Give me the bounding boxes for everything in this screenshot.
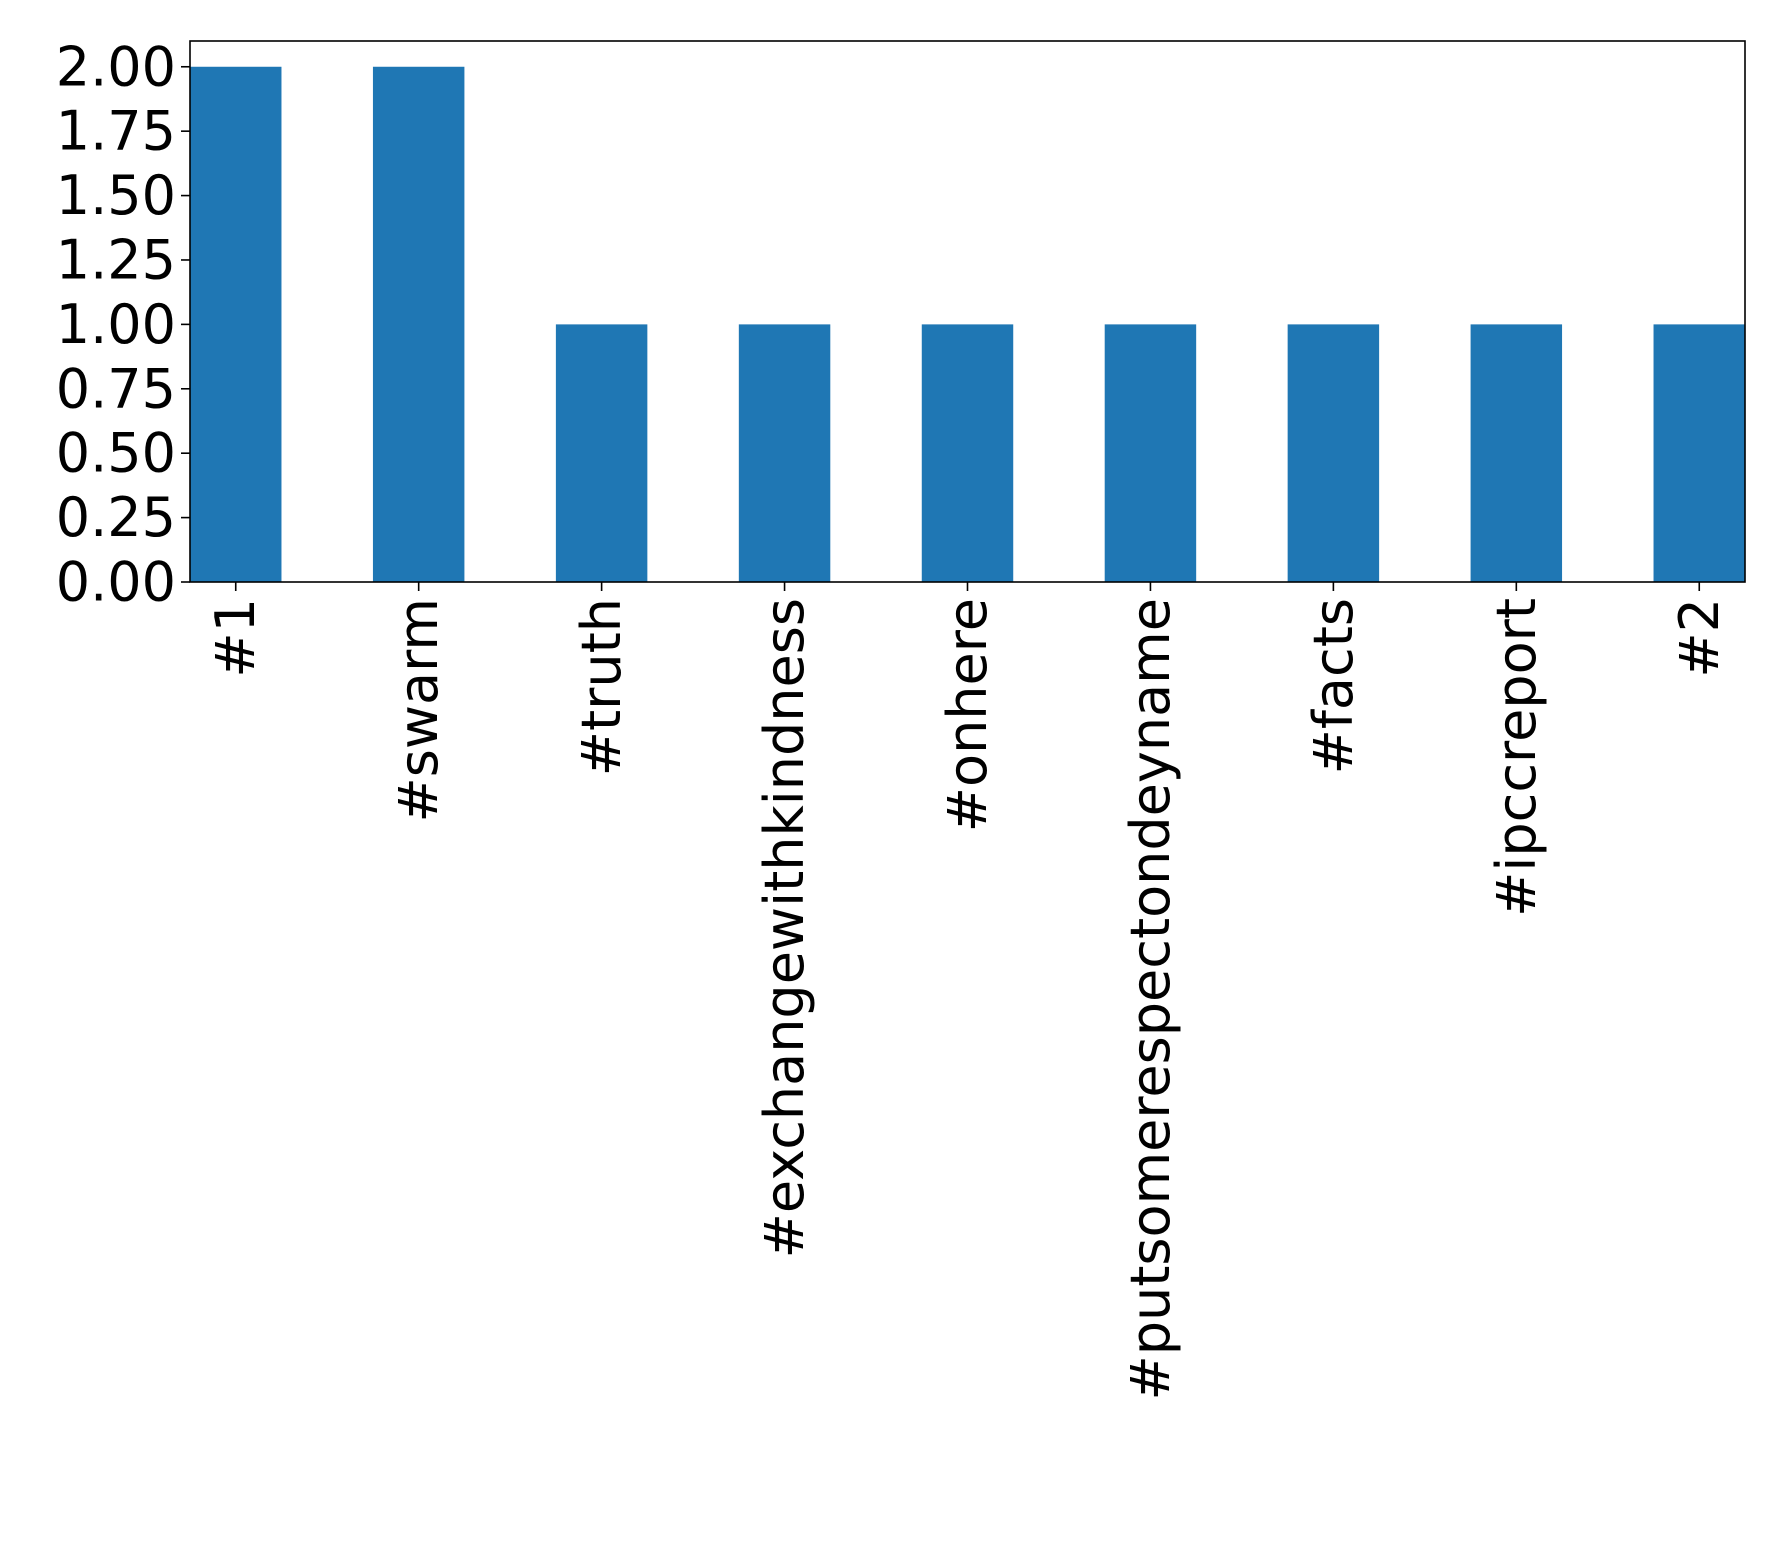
bar: [1470, 324, 1563, 582]
bar: [1653, 324, 1745, 582]
y-tick-label: 2.00: [56, 35, 176, 98]
x-tick-label: #putsomerespectondeyname: [1119, 598, 1182, 1401]
x-tick-label: #swarm: [387, 598, 450, 823]
y-tick-label: 1.50: [56, 164, 176, 227]
x-tick-label: #exchangewithkindness: [753, 598, 816, 1258]
x-tick-label: #truth: [570, 598, 633, 776]
x-tick-label: #facts: [1302, 598, 1365, 774]
y-tick-label: 1.00: [56, 293, 176, 356]
y-tick-label: 1.75: [56, 100, 176, 163]
bar: [190, 66, 282, 582]
bar: [738, 324, 831, 582]
bar: [1287, 324, 1380, 582]
x-tick-label: #1: [204, 598, 267, 678]
y-tick-label: 1.25: [56, 228, 176, 291]
bar: [555, 324, 648, 582]
y-tick-label: 0.50: [56, 422, 176, 485]
plot-frame: [189, 40, 1746, 583]
y-tick-label: 0.25: [56, 486, 176, 549]
y-tick-label: 0.00: [56, 551, 176, 614]
x-tick-label: #2: [1668, 598, 1731, 678]
x-tick-label: #ipccreport: [1485, 598, 1548, 917]
bar: [1104, 324, 1197, 582]
y-tick-label: 0.75: [56, 357, 176, 420]
bar: [921, 324, 1014, 582]
bars-layer: [190, 66, 1745, 582]
bar: [372, 66, 465, 582]
x-tick-label: #onhere: [936, 598, 999, 832]
x-axis: #1 #swarm #truth #exchangewithkindness #onhe…: [204, 582, 1731, 1401]
y-axis: 0.000.250.500.751.001.251.501.752.00: [56, 35, 190, 614]
